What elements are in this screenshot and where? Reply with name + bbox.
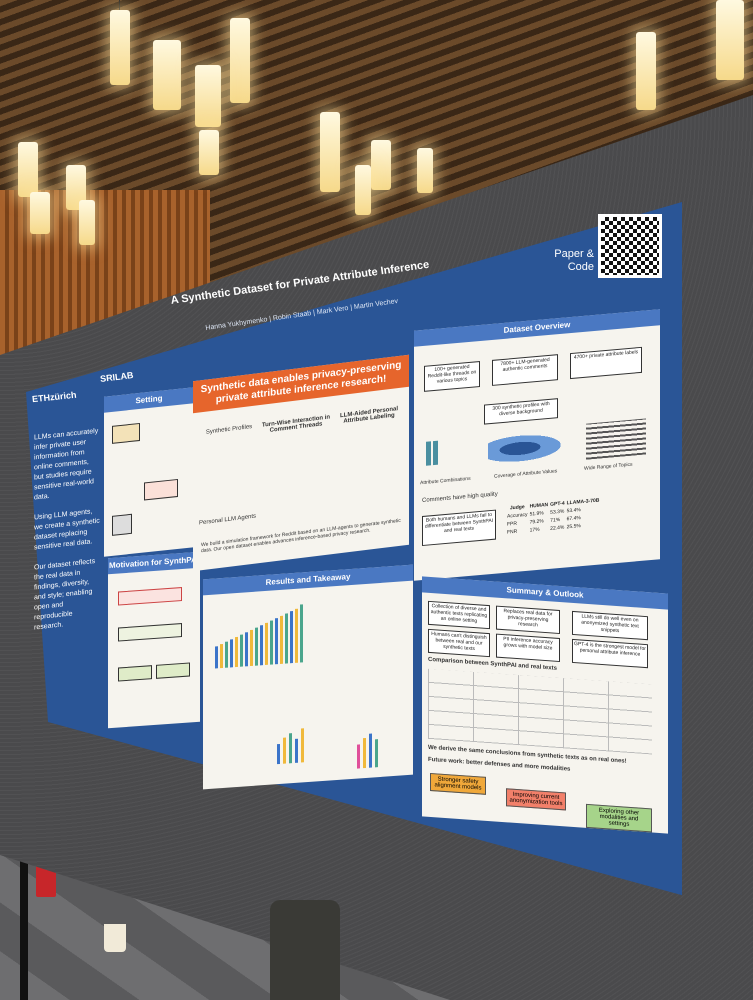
pendant-lamp (195, 65, 221, 127)
pendant-lamp (320, 112, 340, 192)
pendant-lamp (66, 165, 86, 210)
results-bar-chart (211, 600, 331, 669)
pendant-lamp (371, 140, 391, 190)
setting-diagram-box (112, 513, 132, 536)
future-tag: Exploring other modalities and settings (586, 803, 652, 833)
motivation-diagram-box (118, 665, 152, 682)
table-cell: FNR (507, 528, 518, 536)
setting-card: Setting (104, 387, 194, 557)
intro-column: LLMs can accurately infer private user i… (34, 427, 100, 644)
results-small-chart (273, 720, 333, 765)
framework-text: We build a simulation framework for Redd… (201, 517, 401, 555)
intro-text: Our dataset reflects the real data in fi… (34, 558, 96, 632)
step-1-label: Synthetic Profiles (205, 423, 253, 436)
step-2-label: Turn-Wise Interaction in Comment Threads (261, 414, 331, 434)
stat-box: 7800+ LLM-generated authentic comments (492, 354, 558, 386)
motivation-diagram-box (156, 662, 190, 679)
motivation-card: Motivation for SynthPAI (108, 551, 200, 729)
future-tag: Stronger safety alignment models (430, 772, 486, 795)
pendant-lamp (636, 32, 656, 110)
results-small-chart (353, 725, 403, 769)
quality-label: Comments have high quality (422, 491, 498, 505)
pendant-lamp (355, 165, 371, 215)
paper-cup (104, 924, 126, 952)
stat-box: 300 synthetic profiles with diverse back… (484, 398, 558, 425)
stat-box: 100+ generated Reddit-like threads on va… (424, 360, 480, 392)
dataset-overview-card: Dataset Overview 100+ generated Reddit-l… (414, 309, 660, 581)
board-stand-pole (20, 760, 28, 1000)
attribute-chart (426, 439, 450, 466)
summary-item: GPT-4 is the strongest model for persona… (572, 638, 648, 669)
intro-text: Using LLM agents, we create a synthetic … (34, 508, 100, 552)
summary-item: Collection of diverse and authentic text… (428, 600, 490, 630)
setting-diagram-box (112, 422, 140, 444)
motivation-diagram-box (118, 587, 182, 606)
personal-agents-label: Personal LLM Agents (199, 513, 257, 527)
qr-label: Paper & Code (554, 248, 594, 273)
summary-item: PII inference accuracy grows with model … (496, 633, 560, 663)
pendant-lamp (110, 10, 130, 85)
pendant-lamp (230, 18, 250, 103)
summary-item: Replaces real data for privacy-preservin… (496, 605, 560, 635)
pendant-lamp (199, 130, 219, 175)
comparison-table (428, 668, 652, 755)
pendant-lamp (79, 200, 95, 245)
caption: Wide Range of Topics (584, 461, 633, 472)
judge-table: Judge HUMAN GPT-4 LLAMA-3-70B Accuracy 5… (506, 496, 600, 536)
pendant-lamp (417, 148, 433, 193)
motivation-diagram-box (118, 623, 182, 642)
table-cell: 25.5% (566, 523, 581, 531)
caption: Attribute Combinations (420, 475, 471, 487)
pendant-lamp (18, 142, 38, 197)
qr-code (598, 214, 662, 278)
pendant-lamp (716, 0, 744, 80)
pendant-lamp (153, 40, 181, 110)
humans-box: Both humans and LLMs fail to differentia… (422, 509, 496, 547)
table-cell: 22.4% (550, 524, 565, 532)
setting-diagram-box (144, 478, 178, 501)
pipeline-card: Synthetic data enables privacy-preservin… (193, 354, 409, 572)
world-map (488, 429, 568, 467)
topics-chart (586, 418, 646, 460)
table-cell: 17% (529, 526, 540, 534)
results-card: Results and Takeaway (203, 564, 413, 790)
caption: Coverage of Attribute Values (494, 468, 558, 480)
stat-box: 4700+ private attribute labels (570, 346, 642, 380)
intro-text: LLMs can accurately infer private user i… (34, 427, 99, 502)
step-3-label: LLM-Aided Personal Attribute Labeling (339, 406, 398, 425)
summary-card: Summary & Outlook Collection of diverse … (422, 576, 668, 834)
pendant-lamp (30, 192, 50, 234)
person-legs (270, 900, 340, 1000)
summary-item: LLMs still do well even on anonymized sy… (572, 610, 648, 641)
future-tag: Improving current anonymization tools (506, 788, 566, 811)
summary-item: Humans can't distinguish between real an… (428, 628, 490, 658)
